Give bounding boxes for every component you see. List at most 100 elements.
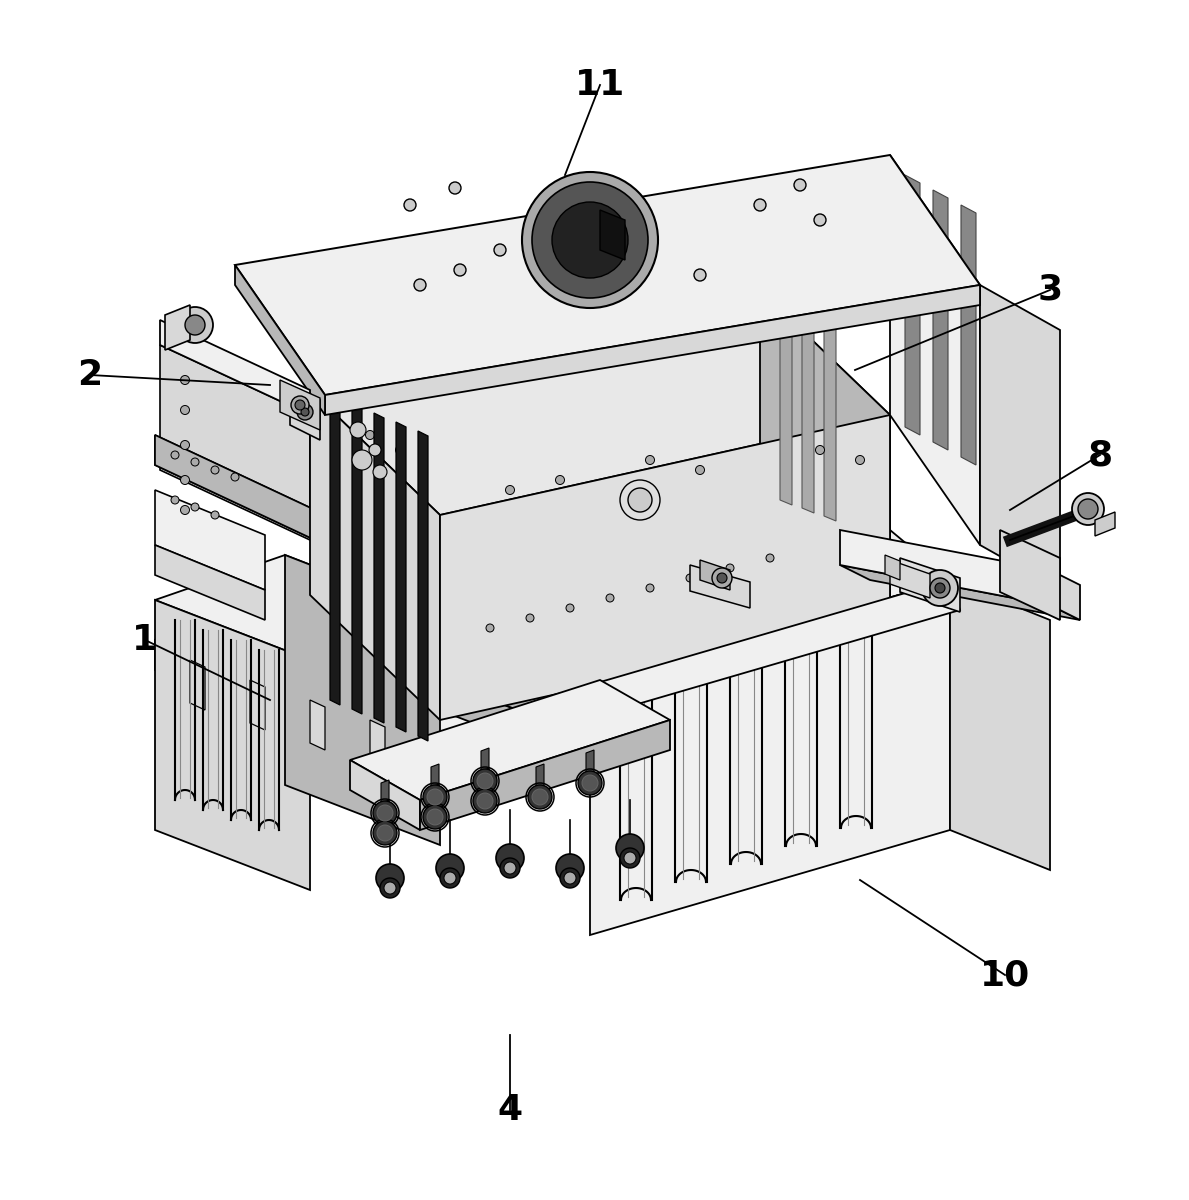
Polygon shape	[430, 764, 439, 793]
Polygon shape	[396, 422, 405, 732]
Polygon shape	[380, 800, 389, 829]
Circle shape	[377, 826, 394, 841]
Circle shape	[712, 568, 732, 588]
Circle shape	[606, 594, 614, 602]
Text: 8: 8	[1088, 438, 1113, 472]
Circle shape	[816, 596, 824, 604]
Polygon shape	[590, 580, 950, 935]
Circle shape	[814, 214, 826, 226]
Circle shape	[1072, 493, 1105, 526]
Polygon shape	[482, 768, 489, 797]
Polygon shape	[350, 680, 669, 800]
Polygon shape	[350, 760, 420, 830]
Circle shape	[816, 445, 824, 455]
Polygon shape	[279, 380, 320, 430]
Polygon shape	[760, 290, 891, 620]
Polygon shape	[891, 155, 980, 545]
Polygon shape	[155, 434, 440, 540]
Circle shape	[404, 199, 416, 211]
Circle shape	[856, 456, 864, 464]
Polygon shape	[419, 431, 428, 740]
Circle shape	[376, 864, 404, 892]
Polygon shape	[235, 155, 980, 395]
Circle shape	[921, 570, 958, 606]
Circle shape	[486, 624, 493, 632]
Circle shape	[766, 554, 774, 562]
Polygon shape	[980, 284, 1061, 590]
Circle shape	[560, 868, 580, 888]
Polygon shape	[155, 490, 265, 590]
Polygon shape	[331, 395, 340, 704]
Polygon shape	[380, 650, 590, 715]
Circle shape	[177, 307, 213, 343]
Polygon shape	[352, 404, 361, 714]
Polygon shape	[530, 530, 891, 715]
Text: 1: 1	[132, 623, 158, 658]
Polygon shape	[370, 720, 385, 770]
Polygon shape	[380, 780, 389, 809]
Polygon shape	[961, 205, 976, 464]
Polygon shape	[586, 750, 594, 779]
Circle shape	[423, 785, 447, 809]
Polygon shape	[891, 560, 930, 598]
Circle shape	[181, 376, 189, 384]
Polygon shape	[161, 346, 310, 540]
Circle shape	[646, 584, 654, 592]
Text: 11: 11	[574, 68, 625, 102]
Circle shape	[531, 790, 548, 805]
Polygon shape	[155, 545, 265, 620]
Circle shape	[754, 199, 766, 211]
Circle shape	[496, 844, 524, 872]
Circle shape	[694, 269, 706, 281]
Text: 3: 3	[1038, 272, 1063, 307]
Circle shape	[181, 475, 189, 485]
Circle shape	[384, 882, 396, 894]
Polygon shape	[155, 640, 440, 780]
Polygon shape	[482, 748, 489, 778]
Circle shape	[373, 821, 397, 845]
Circle shape	[414, 278, 426, 290]
Circle shape	[575, 656, 584, 664]
Polygon shape	[803, 308, 814, 514]
Polygon shape	[1000, 530, 1061, 620]
Polygon shape	[155, 554, 440, 660]
Circle shape	[614, 229, 625, 241]
Circle shape	[427, 790, 443, 805]
Circle shape	[291, 396, 309, 414]
Polygon shape	[235, 265, 325, 415]
Circle shape	[624, 852, 636, 864]
Polygon shape	[885, 554, 900, 580]
Circle shape	[935, 583, 945, 593]
Circle shape	[427, 809, 443, 826]
Circle shape	[646, 456, 654, 464]
Circle shape	[616, 646, 624, 654]
Circle shape	[297, 404, 313, 420]
Polygon shape	[440, 540, 850, 680]
Circle shape	[776, 606, 784, 614]
Circle shape	[619, 848, 640, 868]
Circle shape	[436, 854, 464, 882]
Circle shape	[696, 466, 705, 474]
Circle shape	[736, 616, 744, 624]
Polygon shape	[430, 784, 439, 814]
Circle shape	[373, 802, 397, 826]
Polygon shape	[933, 190, 948, 450]
Polygon shape	[290, 385, 320, 440]
Circle shape	[454, 264, 466, 276]
Polygon shape	[310, 390, 440, 720]
Polygon shape	[165, 305, 190, 350]
Circle shape	[556, 854, 584, 882]
Polygon shape	[440, 620, 590, 710]
Circle shape	[628, 488, 652, 512]
Polygon shape	[900, 558, 960, 612]
Circle shape	[440, 868, 460, 888]
Circle shape	[473, 790, 497, 814]
Circle shape	[301, 408, 309, 416]
Circle shape	[526, 614, 534, 622]
Polygon shape	[530, 685, 590, 715]
Circle shape	[555, 475, 565, 485]
Circle shape	[477, 793, 493, 809]
Polygon shape	[161, 320, 310, 415]
Circle shape	[616, 834, 644, 862]
Circle shape	[473, 769, 497, 793]
